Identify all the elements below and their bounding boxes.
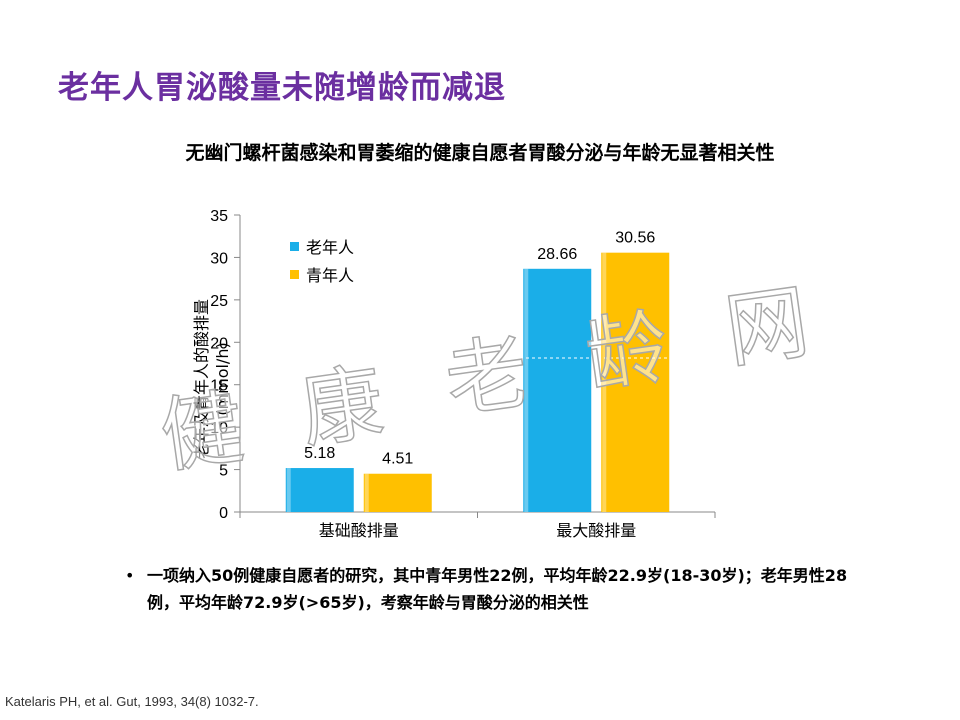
legend-swatch bbox=[290, 270, 299, 279]
y-tick-label: 0 bbox=[219, 505, 228, 522]
y-tick-label: 35 bbox=[210, 208, 228, 225]
y-tick-label: 15 bbox=[210, 378, 228, 395]
y-axis-label-line-1: 老年及青年人的酸排量 bbox=[192, 299, 211, 460]
legend-label: 老年人 bbox=[306, 238, 354, 257]
legend-swatch bbox=[290, 242, 299, 251]
y-axis-label: 老年及青年人的酸排量 (mmol/h) bbox=[191, 259, 239, 499]
bar-chart: 0 5 10 15 20 25 30 35 基础酸排量 5.18 4.51 最大酸排量 28.66 30.… bbox=[210, 208, 716, 540]
citation: Katelaris PH, et al. Gut, 1993, 34(8) 10… bbox=[5, 694, 259, 709]
x-tick-label: 基础酸排量 bbox=[319, 521, 399, 540]
y-tick-label: 25 bbox=[210, 293, 228, 310]
page-title: 老年人胃泌酸量未随增龄而减退 bbox=[58, 70, 506, 106]
data-label: 30.56 bbox=[615, 230, 655, 247]
bullet-dot-icon: • bbox=[125, 566, 135, 585]
y-axis-label-line-2: (mmol/h) bbox=[213, 342, 232, 416]
y-tick-label: 30 bbox=[210, 250, 228, 267]
data-label: 5.18 bbox=[304, 445, 335, 462]
chart-subtitle: 无幽门螺杆菌感染和胃萎缩的健康自愿者胃酸分泌与年龄无显著相关性 bbox=[185, 142, 775, 164]
bar-old bbox=[285, 468, 354, 512]
data-label: 28.66 bbox=[537, 246, 577, 263]
study-note-text: 一项纳入50例健康自愿者的研究，其中青年男性22例，平均年龄22.9岁(18-3… bbox=[147, 566, 848, 612]
bar-highlight bbox=[286, 468, 291, 512]
bar-old bbox=[523, 268, 592, 512]
data-label: 4.51 bbox=[382, 451, 413, 468]
y-tick-label: 5 bbox=[219, 463, 228, 480]
legend-label: 青年人 bbox=[306, 266, 354, 285]
study-note: • 一项纳入50例健康自愿者的研究，其中青年男性22例，平均年龄22.9岁(18… bbox=[125, 562, 865, 616]
bar-highlight bbox=[524, 268, 529, 512]
bar-highlight bbox=[602, 252, 607, 512]
y-tick-label: 20 bbox=[210, 335, 228, 352]
bar-highlight bbox=[364, 473, 369, 512]
bar-young bbox=[363, 473, 432, 512]
x-tick-label: 最大酸排量 bbox=[556, 521, 636, 540]
y-tick-label: 10 bbox=[210, 420, 228, 437]
bar-young bbox=[601, 252, 670, 512]
